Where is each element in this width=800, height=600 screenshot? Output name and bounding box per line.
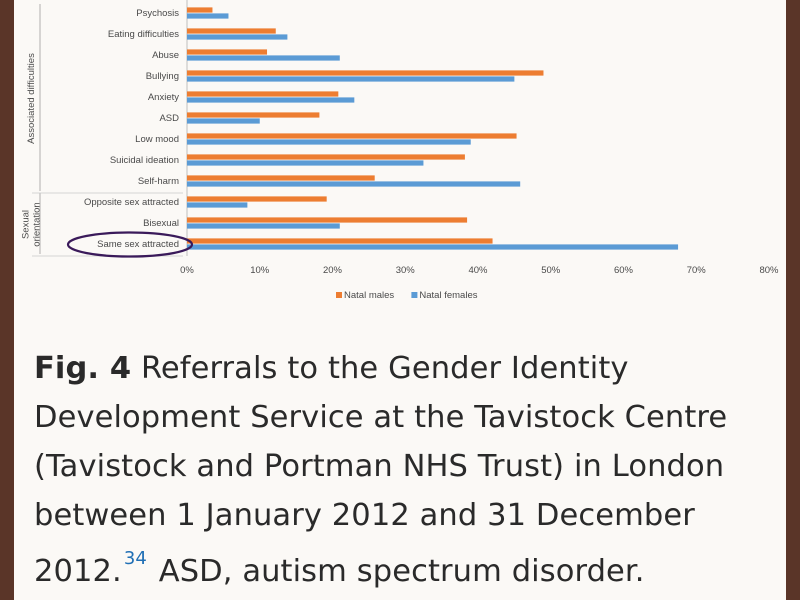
- bar-natal-females: [187, 160, 424, 166]
- caption-line-4: between 1 January 2012 and 31 December: [34, 498, 695, 533]
- category-label: Psychosis: [136, 8, 179, 19]
- x-tick-label: 60%: [614, 265, 634, 276]
- legend-swatch: [411, 292, 418, 298]
- bar-natal-males: [187, 175, 375, 181]
- caption-line-5a: 2012.: [34, 554, 122, 590]
- bar-natal-females: [187, 76, 515, 82]
- bar-natal-females: [187, 244, 679, 250]
- group-label: Sexual: [21, 210, 32, 239]
- bar-natal-females: [187, 34, 288, 40]
- bar-natal-males: [187, 70, 544, 76]
- bar-natal-males: [187, 91, 339, 97]
- bar-chart: Psychosis Eating difficulties Abuse Bullyin…: [21, 0, 779, 301]
- bar-natal-males: [187, 28, 276, 34]
- x-tick-label: 40%: [468, 265, 488, 276]
- bar-natal-females: [187, 55, 340, 61]
- caption-line-1: Referrals to the Gender Identity: [131, 351, 629, 386]
- legend-label: Natal males: [344, 290, 394, 301]
- bar-natal-males: [187, 217, 468, 223]
- figure-caption: Fig. 4 Referrals to the Gender Identity …: [34, 344, 774, 596]
- bar-natal-males: [187, 133, 517, 139]
- caption-line-3: (Tavistock and Portman NHS Trust) in Lon…: [34, 449, 725, 484]
- bar-natal-females: [187, 13, 229, 19]
- category-label: Bisexual: [143, 218, 179, 229]
- x-tick-label: 0%: [180, 265, 194, 276]
- bars-layer: [187, 7, 679, 250]
- reference-link[interactable]: 34: [123, 548, 147, 569]
- category-label: Same sex attracted: [97, 239, 179, 250]
- category-label: Self-harm: [138, 176, 179, 187]
- bar-natal-males: [187, 238, 493, 244]
- caption-line-2: Development Service at the Tavistock Cen…: [34, 400, 728, 435]
- x-tick-label: 20%: [323, 265, 343, 276]
- category-label: Eating difficulties: [108, 29, 179, 40]
- category-label: Bullying: [146, 71, 179, 82]
- x-tick-label: 70%: [687, 265, 707, 276]
- bar-natal-males: [187, 154, 465, 160]
- category-label: Low mood: [135, 134, 179, 145]
- group-label: orientation: [32, 202, 43, 246]
- x-tick-label: 30%: [396, 265, 416, 276]
- x-tick-label: 10%: [250, 265, 270, 276]
- x-tick-label: 80%: [759, 265, 779, 276]
- x-axis-ticks: 0% 10% 20% 30% 40% 50% 60% 70% 80%: [180, 265, 779, 276]
- group-label: Associated difficulties: [26, 53, 37, 144]
- category-label: Abuse: [152, 50, 179, 61]
- caption-line-5b: ASD, autism spectrum disorder.: [148, 554, 645, 590]
- category-label: Suicidal ideation: [110, 155, 179, 166]
- legend-swatch: [336, 292, 342, 298]
- bar-natal-males: [187, 7, 213, 13]
- highlight-circle: [66, 231, 194, 258]
- bar-natal-females: [187, 139, 471, 145]
- category-labels: Psychosis Eating difficulties Abuse Bullyin…: [84, 8, 179, 250]
- bar-natal-females: [187, 223, 340, 229]
- category-label: Opposite sex attracted: [84, 197, 179, 208]
- bar-natal-females: [187, 181, 521, 187]
- caption-fig-label: Fig. 4: [34, 351, 132, 386]
- x-tick-label: 50%: [541, 265, 561, 276]
- legend: Natal males Natal females: [336, 290, 478, 301]
- legend-label: Natal females: [419, 290, 477, 301]
- bar-natal-males: [187, 196, 327, 202]
- bar-natal-males: [187, 112, 320, 118]
- category-label: ASD: [159, 113, 179, 124]
- bar-natal-males: [187, 49, 268, 55]
- category-label: Anxiety: [148, 92, 179, 103]
- bar-natal-females: [187, 97, 355, 103]
- bar-natal-females: [187, 202, 248, 208]
- figure-frame: Psychosis Eating difficulties Abuse Bullyin…: [14, 0, 786, 600]
- bar-natal-females: [187, 118, 260, 124]
